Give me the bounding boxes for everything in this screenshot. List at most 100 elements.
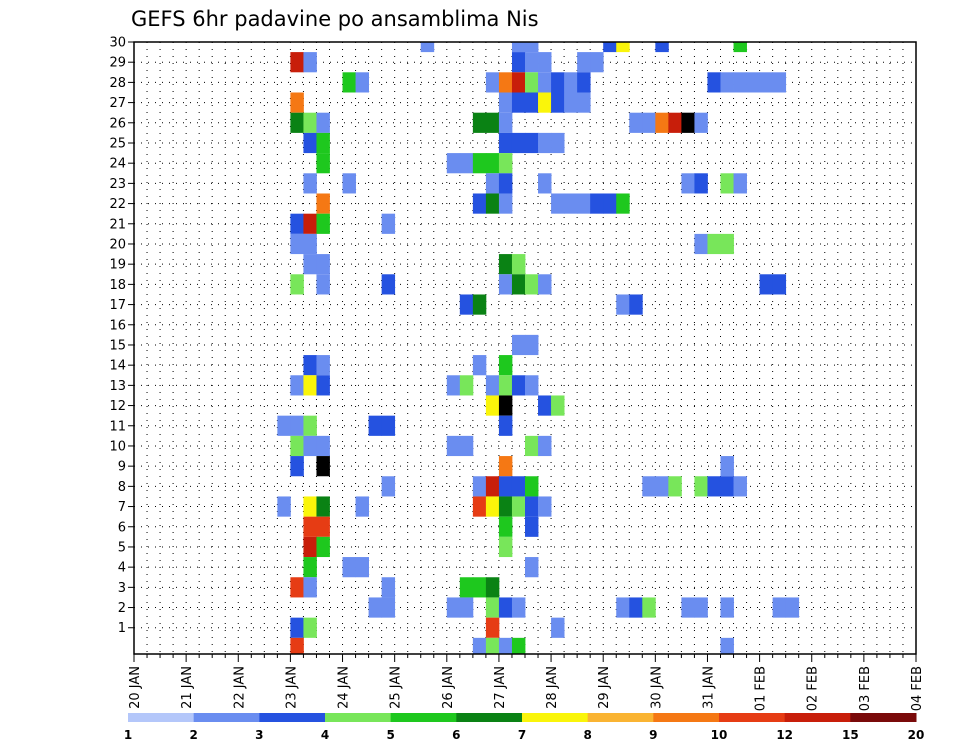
y-tick-label: 23 [109, 177, 126, 192]
precip-cell [303, 557, 317, 578]
precip-cell [303, 254, 317, 275]
precip-cell [511, 274, 526, 295]
y-tick-label: 10 [109, 439, 126, 454]
precip-cell [655, 42, 669, 53]
precip-cell [485, 72, 500, 93]
y-tick-label: 6 [118, 520, 126, 535]
precip-cell [720, 597, 734, 618]
precip-cell [290, 112, 304, 133]
precip-cell [629, 112, 643, 133]
precip-cell [459, 153, 474, 174]
precip-cell [733, 42, 747, 53]
precip-cell [759, 274, 774, 295]
precip-cell [303, 435, 317, 457]
precip-cell [538, 435, 552, 457]
precip-cell [290, 617, 304, 638]
precip-cell [472, 637, 487, 654]
precip-cell [277, 415, 291, 436]
precip-cell [642, 476, 656, 497]
precip-cell [681, 597, 695, 618]
y-tick-label: 22 [109, 197, 126, 212]
precip-cell [525, 476, 539, 497]
precip-cell [446, 435, 461, 457]
precip-cell [694, 233, 708, 255]
y-tick-label: 26 [109, 116, 126, 131]
precip-cell [511, 132, 526, 154]
y-tick-label: 1 [118, 621, 126, 636]
precip-cell [577, 193, 591, 214]
precip-cell [342, 557, 356, 578]
legend-label: 12 [776, 728, 793, 742]
precip-cell [485, 193, 500, 214]
precip-cell [303, 52, 317, 73]
precip-cell [368, 597, 383, 618]
legend-label: 1 [124, 728, 132, 742]
x-tick-label: 04 FEB [910, 666, 925, 711]
precip-cell [485, 476, 500, 497]
precip-cell [316, 112, 330, 133]
precip-cell [511, 52, 526, 73]
precip-cell [498, 355, 513, 376]
precip-cell [525, 496, 539, 517]
precip-cell [381, 476, 396, 497]
precip-cell [498, 476, 513, 497]
precip-cell [498, 274, 513, 295]
precip-cell [681, 112, 695, 133]
legend-swatch [128, 713, 195, 722]
precip-cell [316, 496, 330, 517]
precip-cell [616, 597, 630, 618]
legend-label: 3 [255, 728, 263, 742]
precip-cell [538, 274, 552, 295]
precip-cell [694, 476, 708, 497]
y-tick-label: 9 [118, 460, 126, 475]
precip-cell [577, 52, 591, 73]
legend-swatch [325, 713, 392, 722]
y-tick-label: 5 [118, 540, 126, 555]
precip-cell [525, 72, 539, 93]
precip-cell [538, 132, 552, 154]
precip-cell [316, 193, 330, 214]
x-tick-label: 02 FEB [806, 666, 821, 711]
y-tick-label: 14 [109, 359, 126, 374]
precip-cell [616, 42, 630, 53]
precip-cell [485, 375, 500, 396]
precip-cell [381, 274, 396, 295]
precip-cell [381, 597, 396, 618]
precip-cell [590, 52, 604, 73]
precip-cell [564, 193, 578, 214]
precip-cell [511, 72, 526, 93]
precip-cell [290, 213, 304, 234]
color-legend: 1 2 3 4 5 6 7 8 9 10 12 15 20 [124, 713, 924, 742]
precip-cell [472, 577, 487, 598]
precip-cell [290, 435, 304, 457]
y-tick-label: 11 [109, 419, 126, 434]
precip-cell [290, 52, 304, 73]
precip-cell [303, 577, 317, 598]
precip-cell [290, 456, 304, 477]
precip-cell [525, 42, 539, 53]
precip-cell [459, 597, 474, 618]
precip-cell [551, 193, 565, 214]
precip-cell [642, 112, 656, 133]
precip-cell [472, 112, 487, 133]
precip-cell [485, 637, 500, 654]
precip-cell [525, 132, 539, 154]
y-tick-label: 2 [118, 601, 126, 616]
precip-cell [498, 536, 513, 558]
precip-cell [498, 637, 513, 654]
precip-cell [303, 112, 317, 133]
x-tick-label: 20 JAN [128, 666, 143, 709]
y-tick-label: 30 [109, 36, 126, 51]
precip-cell [485, 153, 500, 174]
y-tick-label: 25 [109, 136, 126, 151]
y-tick-label: 21 [109, 217, 126, 232]
chart-title: GEFS 6hr padavine po ansamblima Nis [131, 7, 539, 31]
precip-cell [498, 516, 513, 537]
precip-cell [303, 233, 317, 255]
precip-cell [498, 92, 513, 113]
x-tick-label: 03 FEB [858, 666, 873, 711]
precip-cell [498, 375, 513, 396]
precip-cell [551, 92, 565, 113]
precip-cell [316, 254, 330, 275]
precip-cell [538, 72, 552, 93]
